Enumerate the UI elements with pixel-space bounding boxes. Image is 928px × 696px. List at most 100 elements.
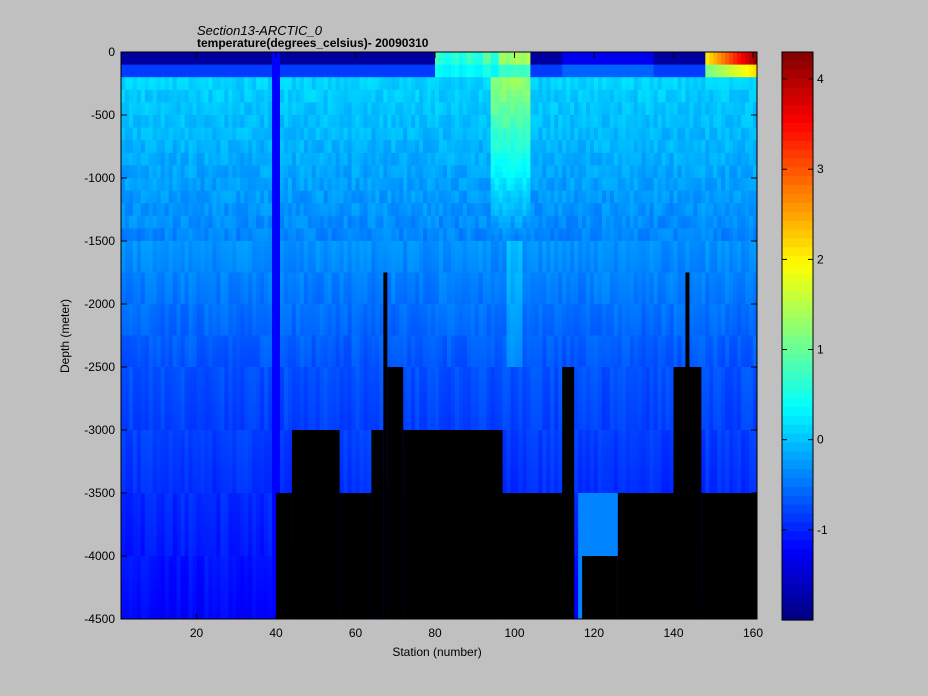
heatmap-cell (335, 190, 341, 198)
heatmap-cell (307, 278, 313, 286)
heatmap-cell (291, 83, 297, 91)
heatmap-cell (252, 329, 257, 336)
heatmap-cell (152, 367, 158, 374)
heatmap-cell (208, 530, 213, 538)
heatmap-cell (283, 285, 289, 292)
heatmap-cell (132, 392, 138, 399)
heatmap-cell (339, 133, 345, 141)
heatmap-cell (260, 291, 265, 299)
heatmap-cell (216, 593, 221, 601)
heatmap-cell (208, 159, 213, 166)
heatmap-cell (168, 222, 174, 229)
heatmap-cell (323, 102, 329, 110)
heatmap-cell (148, 612, 154, 620)
heatmap-cell (280, 203, 285, 210)
heatmap-cell (303, 253, 309, 261)
heatmap-cell (132, 562, 138, 570)
heatmap-cell (124, 549, 130, 557)
heatmap-cell (124, 196, 130, 204)
heatmap-cell (140, 146, 146, 154)
heatmap-cell (208, 543, 213, 551)
heatmap-cell (144, 423, 150, 431)
heatmap-cell (232, 486, 237, 494)
heatmap-cell (204, 505, 209, 513)
heatmap-cell (208, 568, 213, 576)
heatmap-cell (311, 64, 317, 72)
heatmap-cell (283, 304, 289, 311)
heatmap-cell (208, 70, 213, 78)
heatmap-cell (224, 562, 229, 570)
heatmap-cell (164, 215, 170, 223)
heatmap-cell (124, 83, 130, 91)
heatmap-cell (335, 316, 341, 324)
heatmap-cell (168, 196, 174, 204)
heatmap-cell (260, 537, 265, 544)
heatmap-cell (132, 423, 138, 431)
heatmap-cell (256, 360, 261, 368)
heatmap-cell (180, 146, 186, 154)
heatmap-cell (200, 196, 205, 204)
heatmap-cell (184, 549, 190, 557)
heatmap-cell (156, 247, 162, 255)
heatmap-cell (136, 600, 142, 607)
heatmap-cell (208, 83, 213, 91)
heatmap-cell (311, 165, 317, 173)
heatmap-cell (192, 285, 198, 292)
heatmap-cell (224, 133, 229, 141)
heatmap-cell (248, 209, 253, 217)
heatmap-cell (172, 266, 178, 273)
heatmap-cell (272, 108, 277, 116)
heatmap-cell (283, 455, 289, 462)
heatmap-cell (319, 83, 325, 91)
heatmap-cell (244, 278, 249, 286)
heatmap-cell (315, 385, 321, 393)
heatmap-cell (323, 209, 329, 217)
heatmap-cell (124, 127, 130, 135)
heatmap-cell (136, 121, 142, 129)
heatmap-cell (180, 234, 186, 242)
heatmap-cell (148, 203, 154, 210)
heatmap-cell (144, 70, 150, 78)
heatmap-cell (160, 215, 166, 223)
heatmap-cell (204, 297, 209, 305)
heatmap-cell (156, 304, 162, 311)
heatmap-cell (339, 297, 345, 305)
heatmap-cell (176, 52, 182, 59)
heatmap-cell (160, 436, 166, 444)
heatmap-cell (276, 228, 281, 236)
heatmap-cell (307, 259, 313, 267)
heatmap-cell (287, 102, 293, 110)
heatmap-cell (268, 518, 273, 525)
heatmap-cell (244, 77, 249, 84)
heatmap-cell (295, 234, 301, 242)
heatmap-cell (160, 568, 166, 576)
heatmap-cell (128, 146, 134, 154)
heatmap-cell (307, 297, 313, 305)
heatmap-cell (180, 467, 186, 475)
heatmap-cell (184, 266, 190, 273)
heatmap-cell (128, 291, 134, 299)
heatmap-cell (128, 241, 134, 248)
heatmap-cell (176, 511, 182, 519)
heatmap-cell (228, 171, 233, 179)
heatmap-cell (136, 436, 142, 444)
heatmap-cell (252, 385, 257, 393)
heatmap-cell (252, 322, 257, 330)
heatmap-cell (156, 530, 162, 538)
heatmap-cell (184, 184, 190, 192)
heatmap-cell (232, 335, 237, 343)
heatmap-cell (260, 335, 265, 343)
heatmap-cell (132, 373, 138, 381)
heatmap-cell (124, 606, 130, 614)
heatmap-cell (232, 455, 237, 462)
heatmap-cell (280, 108, 285, 116)
heatmap-cell (224, 574, 229, 582)
heatmap-cell (136, 70, 142, 78)
heatmap-cell (280, 392, 285, 399)
heatmap-cell (200, 455, 205, 462)
heatmap-cell (315, 209, 321, 217)
heatmap-cell (168, 291, 174, 299)
heatmap-cell (144, 272, 150, 280)
heatmap-cell (164, 146, 170, 154)
heatmap-cell (180, 354, 186, 362)
